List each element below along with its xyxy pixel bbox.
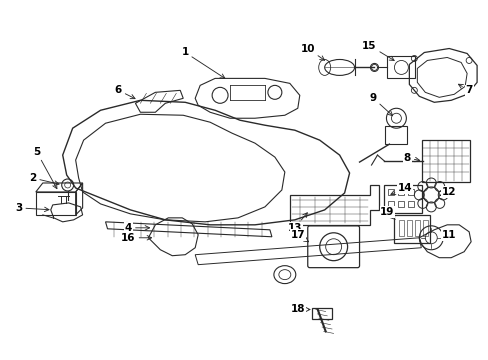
Text: 1: 1 — [181, 48, 224, 78]
Text: 14: 14 — [390, 183, 412, 195]
Text: 18: 18 — [290, 305, 309, 315]
Text: 17: 17 — [290, 230, 308, 242]
Text: 12: 12 — [439, 187, 455, 197]
Text: 8: 8 — [403, 153, 419, 163]
Text: 10: 10 — [300, 44, 324, 60]
Text: 13: 13 — [287, 213, 306, 233]
Text: 11: 11 — [441, 230, 455, 240]
Text: 5: 5 — [33, 147, 57, 189]
Text: 3: 3 — [15, 203, 49, 213]
Text: 7: 7 — [458, 84, 472, 95]
Text: 9: 9 — [369, 93, 392, 116]
Text: 15: 15 — [362, 41, 393, 60]
Text: 6: 6 — [115, 85, 135, 99]
Text: 19: 19 — [380, 207, 394, 220]
Text: 4: 4 — [124, 223, 149, 233]
Text: 2: 2 — [29, 173, 59, 185]
Text: 16: 16 — [121, 233, 151, 243]
